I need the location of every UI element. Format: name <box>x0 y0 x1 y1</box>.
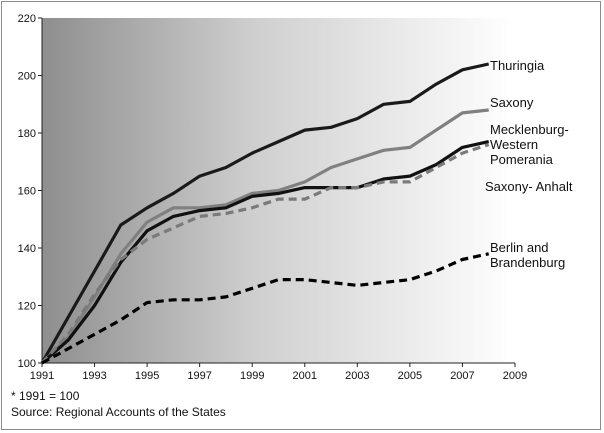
series-label-saxony: Saxony <box>490 95 534 110</box>
series-label-thuringia: Thuringia <box>490 58 545 73</box>
series-line-berlin-and-brandenburg <box>41 252 490 365</box>
y-tick-label-180: 180 <box>18 128 36 140</box>
x-tick-label-2001: 2001 <box>293 370 317 382</box>
series-line-saxony <box>40 108 489 365</box>
x-tick-label-1995: 1995 <box>135 370 159 382</box>
series-label-berlin-and-brandenburg: Berlin and Brandenburg <box>490 240 565 270</box>
x-tick-label-2005: 2005 <box>398 370 422 382</box>
x-tick-label-1993: 1993 <box>82 370 106 382</box>
y-tick-label-140: 140 <box>18 243 36 255</box>
footnote-source: Source: Regional Accounts of the States <box>11 405 226 419</box>
x-tick-label-1991: 1991 <box>30 370 54 382</box>
x-tick-label-2009: 2009 <box>503 370 527 382</box>
series-label-saxony-anhalt: Saxony- Anhalt <box>485 179 573 194</box>
footnote-base-year: * 1991 = 100 <box>11 389 80 403</box>
x-tick-label-1997: 1997 <box>187 370 211 382</box>
x-tick-label-1999: 1999 <box>240 370 264 382</box>
series-line-thuringia <box>40 62 490 364</box>
series-label-mecklenburg-western-pomerania: Mecklenburg-Western Pomerania <box>490 122 569 167</box>
y-tick-label-120: 120 <box>18 301 36 313</box>
series-line-mecklenburg-western-pomerania <box>40 140 490 365</box>
y-tick-label-160: 160 <box>18 186 36 198</box>
y-tick-label-100: 100 <box>18 358 36 370</box>
x-tick-label-2003: 2003 <box>345 370 369 382</box>
x-tick-label-2007: 2007 <box>450 370 474 382</box>
series-line-saxony-anhalt <box>40 142 490 365</box>
y-tick-label-220: 220 <box>18 13 36 25</box>
y-tick-label-200: 200 <box>18 71 36 83</box>
